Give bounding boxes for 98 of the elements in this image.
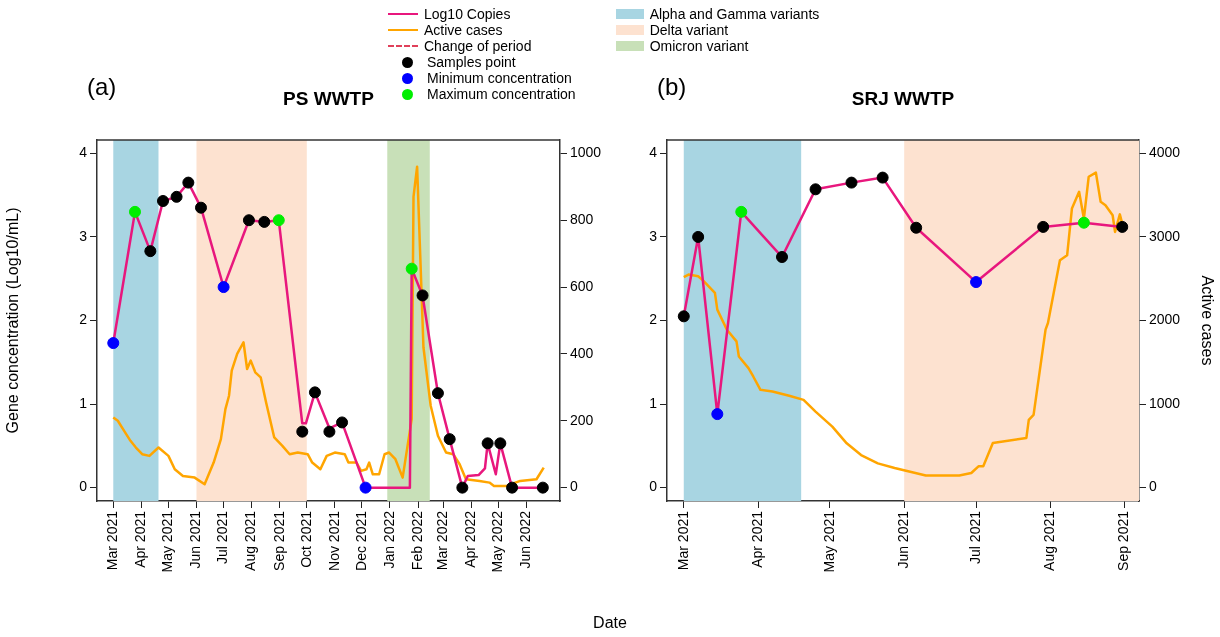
- point: [711, 408, 724, 421]
- y2-tick-label: 200: [570, 411, 594, 428]
- x-tick-label: Sep 2021: [1115, 510, 1132, 571]
- x-tick-label: Aug 2021: [242, 510, 259, 571]
- y2-tick-label: 800: [570, 211, 594, 228]
- point: [443, 433, 456, 446]
- y-tick-label: 1: [79, 394, 88, 411]
- point: [296, 425, 309, 438]
- y-axis-title: Gene concentration (Log10/mL): [4, 207, 22, 434]
- point: [970, 276, 983, 289]
- x-tick-label: Apr 2022: [462, 510, 479, 568]
- y-tick-label: 4: [649, 144, 658, 161]
- y2-axis-title: Active cases: [1198, 275, 1216, 366]
- x-tick-label: Jul 2021: [214, 510, 231, 564]
- y-tick-label: 0: [649, 478, 658, 495]
- point: [308, 386, 321, 399]
- point: [481, 437, 494, 450]
- point: [536, 481, 549, 494]
- point: [506, 481, 519, 494]
- legend-label: Minimum concentration: [427, 70, 572, 86]
- y-tick-label: 3: [649, 227, 658, 244]
- point: [258, 215, 271, 228]
- x-tick-label: May 2021: [159, 510, 176, 573]
- point: [456, 481, 469, 494]
- point: [144, 245, 157, 258]
- y2-tick-label: 2000: [1149, 311, 1181, 328]
- legend-label: Omicron variant: [649, 38, 749, 54]
- legend-label: Maximum concentration: [427, 86, 576, 102]
- point: [170, 190, 183, 203]
- point: [405, 262, 418, 275]
- x-tick-label: Dec 2021: [352, 510, 369, 571]
- point: [217, 281, 230, 294]
- point: [431, 387, 444, 400]
- point: [1077, 216, 1090, 229]
- x-tick-label: Jun 2021: [187, 510, 204, 569]
- y2-tick-label: 600: [570, 277, 594, 294]
- point: [494, 437, 507, 450]
- text: (a): [87, 72, 117, 100]
- point: [182, 176, 195, 189]
- x-tick-label: Sep 2021: [270, 510, 287, 571]
- y2-tick-label: 0: [1149, 478, 1157, 495]
- point: [809, 183, 822, 196]
- legend-label: Change of period: [424, 38, 532, 54]
- y-tick-label: 4: [79, 144, 88, 161]
- point: [242, 214, 255, 227]
- chart-title: PS WWTP: [283, 88, 375, 110]
- legend-label: Delta variant: [649, 22, 729, 38]
- point: [336, 416, 349, 429]
- point: [157, 195, 170, 207]
- x-tick-label: May 2021: [820, 510, 837, 573]
- point: [845, 176, 858, 189]
- x-tick-label: Mar 2022: [434, 510, 451, 571]
- point: [272, 214, 285, 227]
- x-tick-label: May 2022: [489, 510, 506, 573]
- x-tick-label: Jan 2022: [380, 510, 397, 569]
- legend-label: Samples point: [427, 54, 516, 70]
- x-tick-label: Mar 2021: [674, 510, 691, 571]
- x-tick-label: Apr 2021: [748, 510, 765, 568]
- y2-tick-label: 1000: [1149, 394, 1181, 411]
- x-tick-label: Jun 2022: [517, 510, 534, 569]
- point: [416, 289, 429, 302]
- point: [194, 201, 207, 214]
- y-tick-label: 2: [79, 311, 88, 328]
- x-tick-label: Aug 2021: [1041, 510, 1058, 571]
- point: [677, 310, 690, 323]
- text: (b): [657, 72, 687, 100]
- point: [735, 205, 748, 218]
- x-tick-label: Jun 2021: [895, 510, 912, 569]
- x-tick-label: Jul 2021: [966, 510, 983, 564]
- legend-label: Log10 Copies: [424, 6, 511, 22]
- x-tick-label: Mar 2021: [104, 510, 121, 571]
- point: [107, 337, 120, 350]
- x-tick-label: Nov 2021: [325, 510, 342, 571]
- x-tick-label: Oct 2021: [297, 510, 314, 568]
- y2-tick-label: 1000: [570, 144, 602, 161]
- point: [128, 205, 141, 218]
- point: [910, 221, 923, 234]
- x-axis-title: Date: [592, 614, 628, 632]
- y-tick-label: 0: [79, 478, 88, 495]
- legend-label: Alpha and Gamma variants: [649, 6, 820, 22]
- x-tick-label: Apr 2021: [132, 510, 149, 568]
- x-tick-label: Feb 2022: [408, 510, 425, 571]
- point: [359, 481, 372, 494]
- point: [1037, 220, 1050, 233]
- legend-label: Active cases: [424, 22, 503, 38]
- chart-title: SRJ WWTP: [851, 88, 955, 110]
- point: [323, 425, 336, 438]
- y2-tick-label: 400: [570, 344, 594, 361]
- y2-tick-label: 0: [570, 478, 578, 495]
- point: [1116, 220, 1129, 233]
- point: [776, 250, 789, 263]
- y-tick-label: 2: [649, 311, 658, 328]
- y2-tick-label: 3000: [1149, 227, 1181, 244]
- y2-tick-label: 4000: [1149, 144, 1181, 161]
- point: [692, 230, 705, 243]
- y-tick-label: 1: [649, 394, 658, 411]
- y-tick-label: 3: [79, 227, 88, 244]
- point: [876, 171, 889, 184]
